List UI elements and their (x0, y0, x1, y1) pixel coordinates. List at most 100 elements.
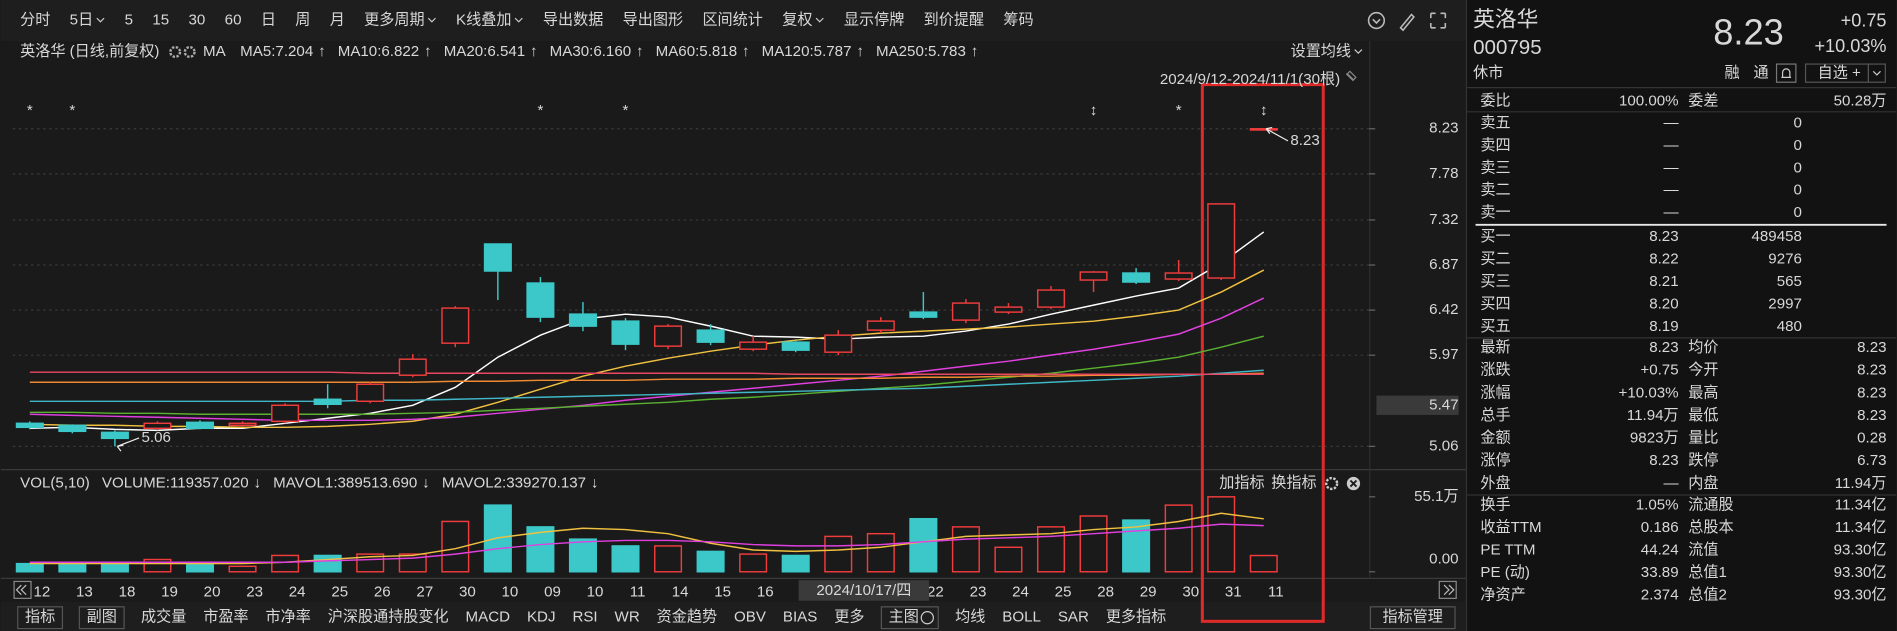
bottom-tab[interactable]: 均线 (955, 609, 985, 626)
bottom-tab[interactable]: 成交量 (141, 608, 186, 626)
gear-icon[interactable] (169, 45, 182, 59)
pen-icon[interactable] (1399, 13, 1415, 32)
toolbar-item[interactable]: 5 (125, 12, 133, 29)
nav-right[interactable] (1438, 580, 1457, 599)
nav-right-box[interactable] (1438, 580, 1457, 599)
bottom-tab[interactable]: OBV (734, 609, 767, 626)
volume-bar (1207, 496, 1236, 573)
event-marker[interactable]: * (69, 102, 75, 119)
x-tick-label: 30 (459, 583, 476, 600)
gear-icon[interactable] (183, 45, 196, 59)
y-tick-label: 0.00 (1429, 551, 1458, 568)
toolbar-item[interactable]: 复权 (782, 11, 812, 29)
bottom-tab[interactable]: WR (615, 609, 640, 626)
volume-bar (994, 546, 1023, 573)
book-volume: 0 (1794, 182, 1802, 199)
stat-value: 8.23 (1857, 384, 1886, 401)
watch-dropdown[interactable] (1867, 63, 1886, 83)
bell (1781, 68, 1792, 78)
indicator-button[interactable]: 加指标 (1219, 475, 1264, 492)
x-tick-label: 25 (1055, 583, 1072, 600)
stat-label: 量比 (1688, 430, 1718, 447)
x-tick-label: 19 (161, 583, 178, 600)
candle-body (739, 341, 768, 350)
bottom-tab[interactable]: 资金趋势 (657, 609, 717, 626)
legend-entry: MA20:6.541 (444, 43, 525, 60)
bottom-tab[interactable]: BIAS (783, 609, 817, 626)
stat-value: 1.05% (1636, 496, 1679, 513)
stat-value: +10.03% (1619, 384, 1679, 401)
stat-label: 最低 (1688, 407, 1718, 424)
highlight-box (1200, 83, 1325, 623)
ma-line (29, 231, 1265, 432)
bottom-tab[interactable]: SAR (1058, 609, 1089, 626)
candle-body (568, 313, 597, 327)
stat-value: 8.23 (1857, 362, 1886, 379)
event-marker[interactable]: * (537, 102, 543, 119)
event-marker[interactable]: * (623, 102, 629, 119)
stat-value: — (1664, 475, 1680, 492)
watch-button[interactable]: 自选 + (1818, 65, 1861, 82)
stat-value: 8.23 (1649, 339, 1678, 356)
bottom-tab[interactable]: 市净率 (266, 609, 311, 626)
bottom-tab[interactable]: RSI (572, 609, 597, 626)
toolbar-item[interactable]: 月 (330, 12, 345, 29)
book-price: — (1664, 114, 1680, 131)
bottom-tab[interactable]: 沪深股通持股变化 (328, 609, 449, 626)
toolbar-item[interactable]: 30 (189, 12, 206, 29)
tab-icon (920, 611, 934, 625)
alert-icon[interactable] (1775, 63, 1797, 83)
fullscreen-icon[interactable] (1430, 12, 1447, 29)
toolbar-item[interactable]: 60 (225, 12, 242, 29)
toolbar-item[interactable]: 筹码 (1003, 12, 1033, 29)
toolbar-item[interactable]: 显示停牌 (844, 12, 904, 29)
bottom-tab[interactable]: 市盈率 (203, 609, 248, 626)
event-marker[interactable]: * (27, 102, 33, 119)
event-marker[interactable]: * (1176, 102, 1182, 119)
toolbar-icons[interactable] (1367, 11, 1447, 32)
manage-button[interactable]: 指标管理 (1382, 609, 1442, 626)
toolbar-item[interactable]: 5日 (70, 12, 94, 29)
stock-code: 000795 (1473, 36, 1542, 59)
toolbar-item[interactable]: 区间统计 (702, 12, 762, 29)
bottom-tab[interactable]: MACD (466, 609, 511, 626)
toolbar-item[interactable]: 导出数据 (543, 12, 603, 29)
toolbar-item[interactable]: 导出图形 (623, 12, 683, 29)
quote-label: 委比 (1480, 93, 1510, 110)
toolbar-item[interactable]: 到价提醒 (924, 12, 984, 29)
nav-left[interactable] (13, 580, 32, 599)
candle-body (1207, 203, 1236, 279)
x-tick-label: 23 (970, 583, 987, 600)
indicator-button[interactable]: 换指标 (1271, 475, 1316, 492)
pin-icon[interactable] (1345, 70, 1357, 82)
candle-body (271, 404, 300, 423)
stat-label: 金额 (1480, 430, 1510, 447)
ma-settings[interactable]: 设置均线 (1291, 43, 1351, 60)
collapse-icon[interactable] (1367, 11, 1386, 30)
toolbar-item[interactable]: 更多周期 (364, 12, 424, 29)
legend-entry: MA30:6.160 (550, 43, 631, 60)
bottom-tab[interactable]: 更多 (834, 609, 864, 626)
x-tick-label: 16 (757, 583, 774, 600)
toolbar-item[interactable]: K线叠加 (456, 12, 511, 29)
candle-body (143, 422, 172, 430)
bottom-tab[interactable]: 更多指标 (1106, 609, 1166, 626)
candle-body (781, 341, 810, 351)
nav-left-box[interactable] (13, 580, 32, 599)
bottom-tab[interactable]: BOLL (1002, 609, 1041, 626)
bottom-tab[interactable]: 指标 (25, 609, 55, 626)
toolbar-item[interactable]: 周 (295, 12, 310, 29)
event-marker[interactable]: ↕ (1260, 102, 1268, 119)
toolbar-item[interactable]: 分时 (20, 12, 50, 29)
bottom-tab[interactable]: 副图 (87, 609, 117, 626)
stat-value: 93.30亿 (1834, 564, 1887, 581)
bottom-tab[interactable]: 主图 (889, 609, 919, 626)
toolbar-item[interactable]: 15 (152, 12, 169, 29)
event-marker[interactable]: ↕ (1090, 102, 1098, 119)
toolbar-item[interactable]: 日 (261, 12, 276, 29)
y-tick-label: 5.06 (1429, 437, 1458, 454)
book-volume: 2997 (1768, 295, 1802, 312)
x-tick-label: 23 (246, 583, 263, 600)
bottom-tab[interactable]: KDJ (527, 609, 556, 626)
settings-icon[interactable] (1325, 476, 1339, 491)
